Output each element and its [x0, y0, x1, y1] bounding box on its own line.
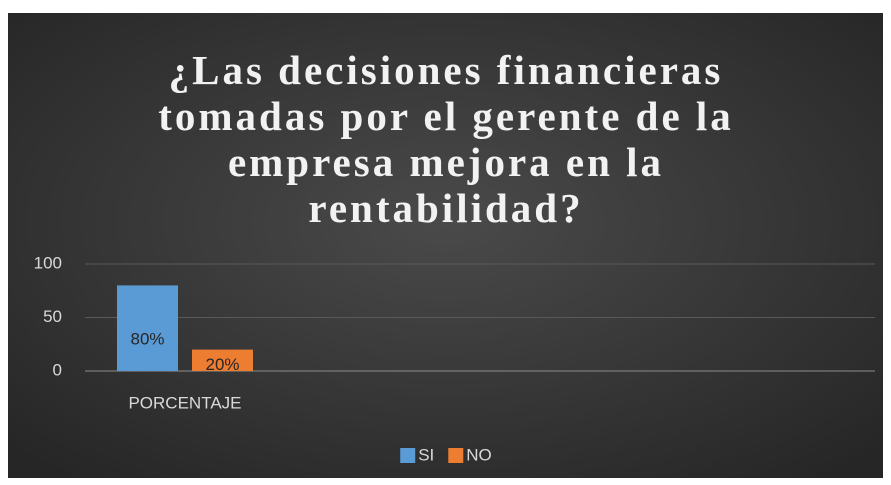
x-tick-label: PORCENTAJE: [128, 393, 241, 412]
y-tick-label: 0: [53, 360, 62, 379]
legend-swatch: [400, 448, 416, 463]
legend: SI NO: [400, 445, 492, 464]
bar: [117, 285, 178, 371]
title-line: rentabilidad?: [308, 185, 583, 231]
bar: [192, 349, 253, 371]
data-label: 80%: [130, 329, 164, 348]
y-tick-label: 50: [43, 307, 62, 326]
y-tick-label: 100: [34, 253, 62, 272]
title-line: ¿Las decisiones financieras: [169, 47, 724, 93]
legend-swatch: [448, 448, 464, 463]
legend-label: SI: [418, 445, 434, 464]
legend-label: NO: [466, 445, 492, 464]
chart-background: [8, 13, 883, 478]
chart-title: ¿Las decisiones financieras tomadas por e…: [158, 47, 734, 231]
title-line: tomadas por el gerente de la: [158, 93, 734, 139]
data-label: 20%: [205, 355, 239, 374]
title-line: empresa mejora en la: [228, 139, 664, 185]
